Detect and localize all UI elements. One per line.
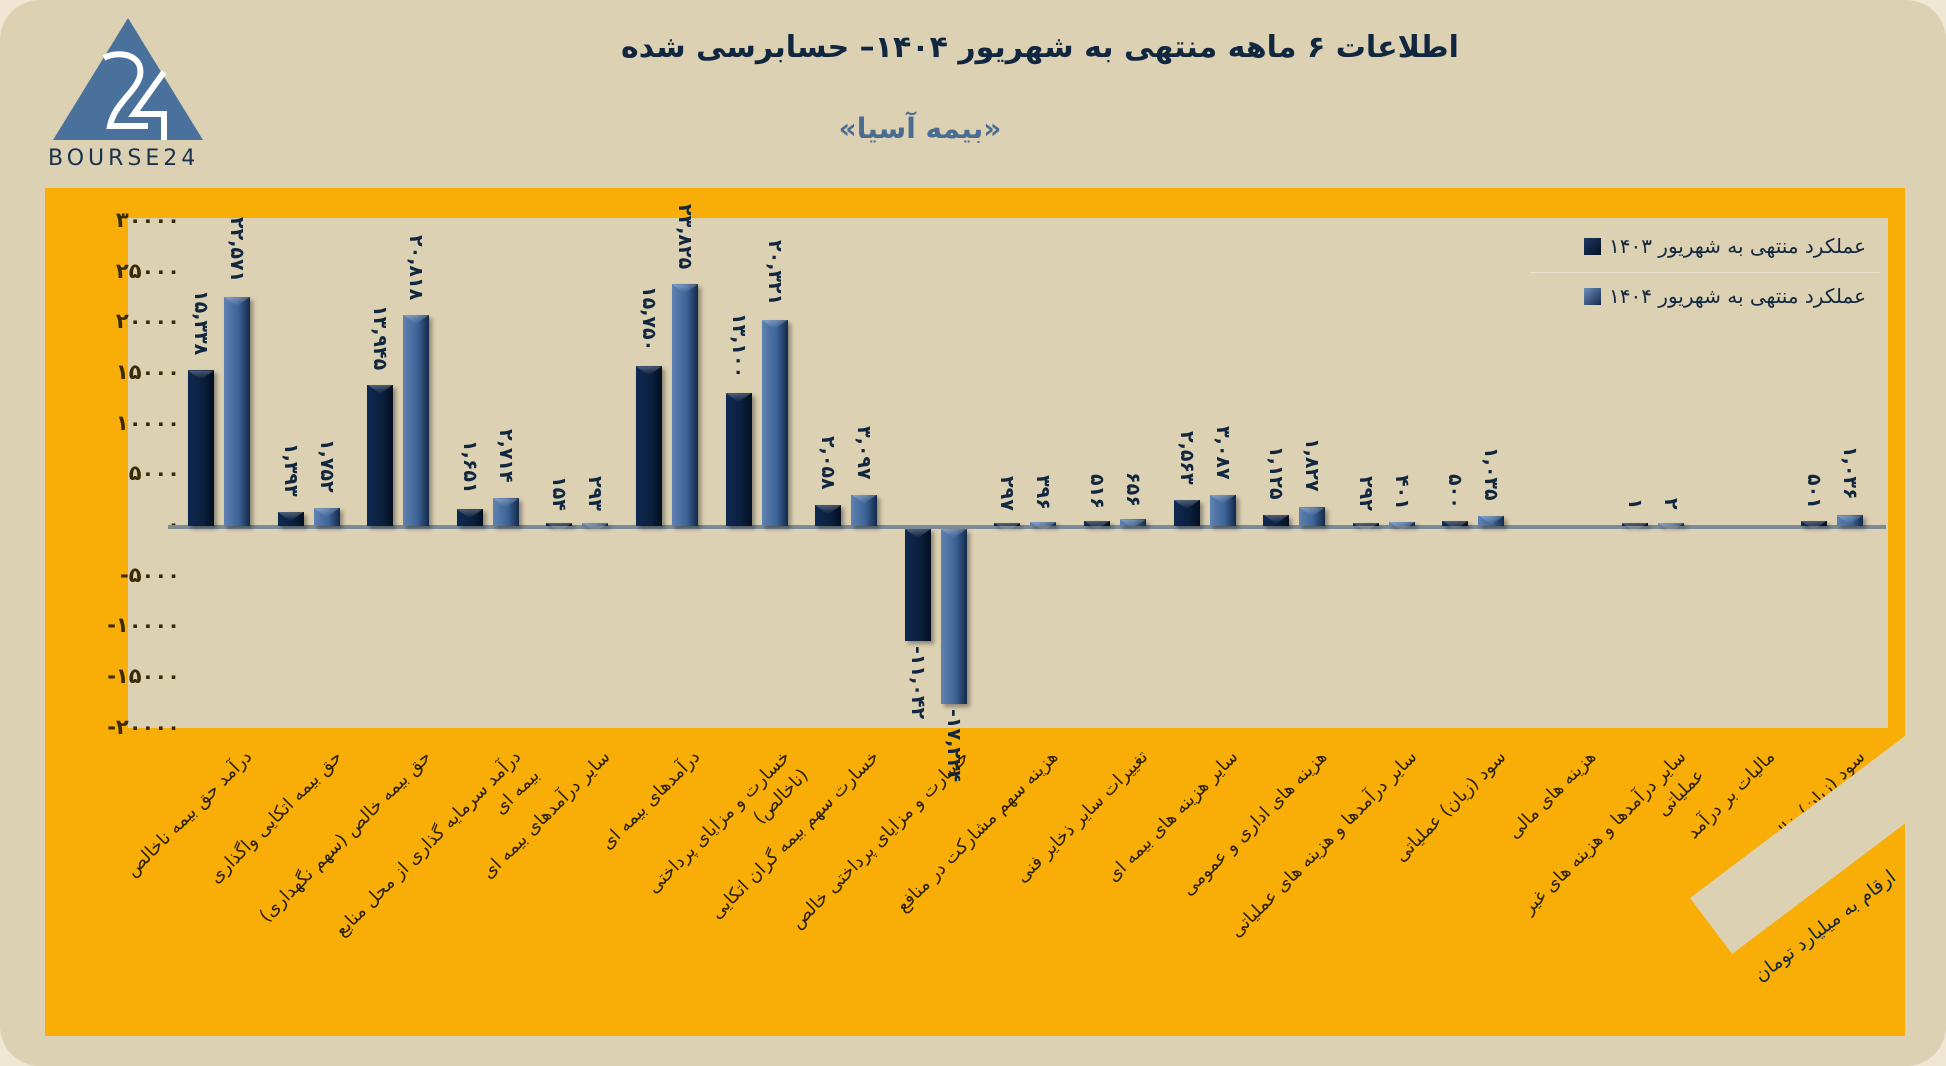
bar-1403[interactable] bbox=[636, 366, 662, 526]
bar-1403[interactable] bbox=[815, 505, 842, 526]
bar-1403[interactable] bbox=[904, 529, 931, 641]
legend-divider bbox=[1530, 272, 1880, 273]
bar-value-label: ۵۱۶ bbox=[1086, 473, 1108, 509]
bar-1404[interactable] bbox=[1299, 507, 1326, 526]
logo-text: BOURSE24 bbox=[48, 146, 200, 171]
bar-value-label: ۲۹۲ bbox=[1354, 476, 1377, 511]
bar-1403[interactable] bbox=[1442, 520, 1469, 526]
y-tick-label: ۱۰۰۰۰ bbox=[115, 410, 180, 435]
legend-swatch-1404-icon bbox=[1583, 287, 1601, 305]
bar-1403[interactable] bbox=[188, 370, 214, 526]
bar-value-label: ۶۵۶ bbox=[1122, 472, 1144, 508]
bar-1403[interactable] bbox=[725, 393, 752, 526]
bar-value-label: ۲۹۷ bbox=[996, 475, 1019, 511]
y-tick-label: ۲۵۰۰۰ bbox=[115, 258, 180, 283]
bourse24-logo-icon bbox=[53, 18, 203, 140]
bar-value-label: ۱ bbox=[1623, 498, 1646, 510]
bar-1403[interactable] bbox=[1084, 520, 1110, 526]
y-tick-label: ۳۰۰۰۰ bbox=[115, 207, 180, 232]
bar-value-label: ۳,۰۹۷ bbox=[853, 425, 876, 480]
bar-1404[interactable] bbox=[1657, 523, 1684, 526]
bar-value-label: ۲۹۳ bbox=[584, 476, 607, 511]
bar-value-label: ۱۵,۷۵۰ bbox=[638, 286, 660, 352]
bar-value-label: ۲,۰۵۸ bbox=[817, 436, 840, 490]
bar-value-label: ۲,۷۱۴ bbox=[494, 429, 517, 484]
bar-1404[interactable] bbox=[1120, 519, 1146, 526]
y-tick-label: -۱۰۰۰۰ bbox=[107, 613, 180, 638]
bar-value-label: ۱,۸۲۷ bbox=[1301, 438, 1324, 493]
bar-1404[interactable] bbox=[224, 297, 250, 526]
bar-value-label: ۱۳,۹۴۵ bbox=[369, 304, 392, 370]
bar-1403[interactable] bbox=[1800, 520, 1827, 526]
bar-1404[interactable] bbox=[403, 314, 430, 526]
bar-value-label: ۲۰,۳۲۱ bbox=[763, 239, 786, 306]
y-tick-label: ۰ bbox=[167, 512, 180, 536]
bar-value-label: ۴۰۱ bbox=[1390, 474, 1413, 510]
bar-1403[interactable] bbox=[456, 509, 483, 526]
bar-1403[interactable] bbox=[994, 522, 1021, 526]
y-tick-label: -۲۰۰۰۰ bbox=[107, 714, 180, 739]
y-tick-label: -۱۵۰۰۰ bbox=[107, 664, 180, 689]
bar-1404[interactable] bbox=[582, 523, 609, 526]
bar-value-label: ۱,۳۹۳ bbox=[279, 442, 302, 497]
bar-1404[interactable] bbox=[1030, 521, 1057, 526]
bar-value-label: ۱,۶۵۱ bbox=[458, 440, 481, 494]
bar-value-label: ۳,۰۸۷ bbox=[1211, 425, 1234, 480]
bar-value-label: ۱۵۴ bbox=[548, 476, 571, 511]
chart-title: اطلاعات ۶ ماهه منتهی به شهریور ۱۴۰۴– حسا… bbox=[621, 30, 1459, 65]
bar-value-label: ۲۰,۸۱۸ bbox=[405, 234, 428, 301]
bar-value-label: ۲ bbox=[1659, 498, 1682, 510]
bar-1404[interactable] bbox=[1836, 515, 1863, 526]
bar-1404[interactable] bbox=[940, 529, 967, 704]
bar-value-label: -۱۱,۰۴۲ bbox=[906, 645, 929, 720]
y-tick-label: ۵۰۰۰ bbox=[128, 461, 180, 486]
bar-value-label: ۱,۰۳۵ bbox=[1480, 446, 1503, 501]
legend-label-1403: عملکرد منتهی به شهریور ۱۴۰۳ bbox=[1608, 234, 1866, 258]
legend-swatch-1403-icon bbox=[1583, 237, 1601, 255]
legend: عملکرد منتهی به شهریور ۱۴۰۳ عملکرد منتهی… bbox=[1530, 222, 1880, 322]
bar-1404[interactable] bbox=[1388, 521, 1415, 526]
legend-item-1404[interactable]: عملکرد منتهی به شهریور ۱۴۰۴ bbox=[1583, 284, 1866, 308]
chart-subtitle: «بیمه آسیا» bbox=[838, 112, 1002, 145]
bar-value-label: ۲۳,۸۲۵ bbox=[674, 204, 696, 270]
bar-value-label: ۱۵,۳۳۸ bbox=[190, 290, 212, 356]
bar-value-label: ۱,۷۵۲ bbox=[315, 439, 338, 493]
legend-label-1404: عملکرد منتهی به شهریور ۱۴۰۴ bbox=[1608, 284, 1866, 308]
bar-value-label: ۱,۰۳۶ bbox=[1838, 446, 1861, 501]
bar-1404[interactable] bbox=[1209, 494, 1236, 526]
bar-value-label: ۲۲,۵۷۱ bbox=[226, 217, 248, 283]
legend-item-1403[interactable]: عملکرد منتهی به شهریور ۱۴۰۳ bbox=[1583, 234, 1866, 258]
bar-1403[interactable] bbox=[367, 384, 394, 526]
bar-1404[interactable] bbox=[313, 508, 340, 526]
bar-1403[interactable] bbox=[1263, 514, 1290, 526]
bar-value-label: ۱۳,۱۰۰ bbox=[727, 313, 750, 379]
bar-value-label: ۱,۱۲۵ bbox=[1265, 445, 1288, 500]
bar-1404[interactable] bbox=[851, 494, 878, 526]
bar-1403[interactable] bbox=[1173, 500, 1200, 526]
bar-value-label: ۵۰۱ bbox=[1802, 473, 1825, 509]
zero-baseline bbox=[168, 525, 1886, 529]
bar-1404[interactable] bbox=[1478, 515, 1505, 526]
y-tick-label: ۱۵۰۰۰ bbox=[115, 359, 180, 384]
bar-1403[interactable] bbox=[546, 523, 573, 526]
bar-value-label: ۵۰۰ bbox=[1444, 473, 1467, 509]
bar-value-label: ۲,۵۶۳ bbox=[1175, 431, 1198, 485]
bar-1403[interactable] bbox=[277, 511, 304, 526]
bar-1404[interactable] bbox=[672, 284, 698, 526]
y-tick-label: -۵۰۰۰ bbox=[120, 562, 180, 587]
bar-1403[interactable] bbox=[1621, 523, 1648, 526]
bar-value-label: ۳۹۶ bbox=[1032, 474, 1055, 510]
bar-1403[interactable] bbox=[1352, 523, 1379, 526]
y-tick-label: ۲۰۰۰۰ bbox=[115, 309, 180, 334]
bar-1404[interactable] bbox=[761, 319, 788, 526]
bar-1404[interactable] bbox=[492, 498, 519, 526]
